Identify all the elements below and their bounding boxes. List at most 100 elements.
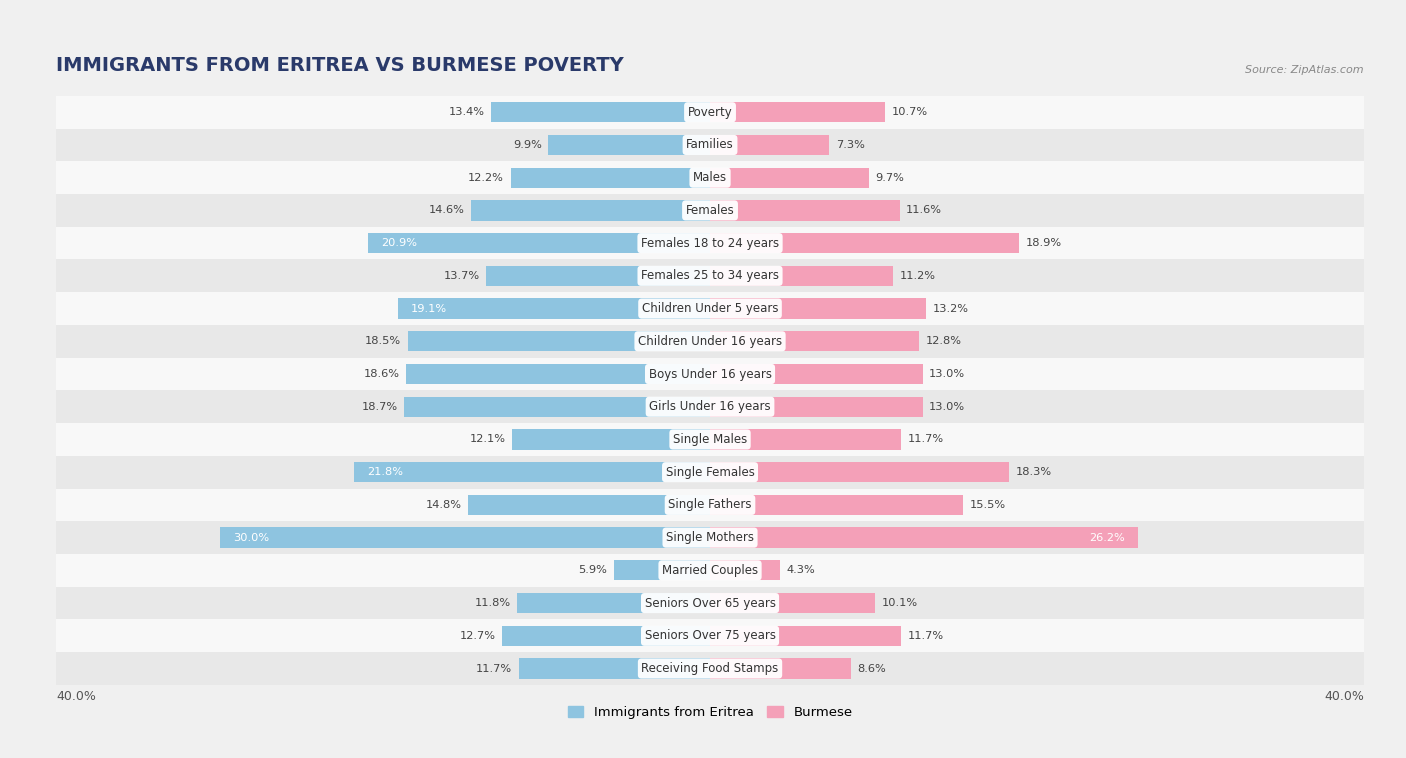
Text: IMMIGRANTS FROM ERITREA VS BURMESE POVERTY: IMMIGRANTS FROM ERITREA VS BURMESE POVER… bbox=[56, 55, 624, 74]
Bar bbox=[512, 429, 710, 449]
Bar bbox=[408, 331, 710, 352]
Bar bbox=[710, 331, 920, 352]
Bar bbox=[56, 325, 1364, 358]
Bar bbox=[56, 358, 1364, 390]
Text: Females: Females bbox=[686, 204, 734, 217]
Text: 14.8%: 14.8% bbox=[426, 500, 461, 510]
Bar bbox=[56, 96, 1364, 129]
Text: 11.8%: 11.8% bbox=[474, 598, 510, 608]
Bar bbox=[710, 102, 884, 122]
Bar bbox=[354, 462, 710, 482]
Bar bbox=[56, 292, 1364, 325]
Text: Females 18 to 24 years: Females 18 to 24 years bbox=[641, 236, 779, 249]
Text: 7.3%: 7.3% bbox=[837, 140, 865, 150]
Text: 9.7%: 9.7% bbox=[875, 173, 904, 183]
Bar bbox=[406, 364, 710, 384]
Legend: Immigrants from Eritrea, Burmese: Immigrants from Eritrea, Burmese bbox=[568, 706, 852, 719]
Text: Source: ZipAtlas.com: Source: ZipAtlas.com bbox=[1246, 64, 1364, 74]
Text: Families: Families bbox=[686, 139, 734, 152]
Bar bbox=[710, 299, 925, 318]
Text: 11.7%: 11.7% bbox=[908, 631, 943, 641]
Text: 18.6%: 18.6% bbox=[364, 369, 399, 379]
Text: 26.2%: 26.2% bbox=[1090, 533, 1125, 543]
Bar bbox=[710, 495, 963, 515]
Text: Seniors Over 75 years: Seniors Over 75 years bbox=[644, 629, 776, 642]
Text: 13.0%: 13.0% bbox=[929, 369, 965, 379]
Text: Single Mothers: Single Mothers bbox=[666, 531, 754, 544]
Text: Males: Males bbox=[693, 171, 727, 184]
Bar bbox=[219, 528, 710, 548]
Text: 30.0%: 30.0% bbox=[233, 533, 269, 543]
Text: 20.9%: 20.9% bbox=[381, 238, 418, 248]
Bar bbox=[56, 522, 1364, 554]
Text: Single Fathers: Single Fathers bbox=[668, 499, 752, 512]
Text: Girls Under 16 years: Girls Under 16 years bbox=[650, 400, 770, 413]
Bar bbox=[56, 587, 1364, 619]
Text: 12.7%: 12.7% bbox=[460, 631, 496, 641]
Text: 21.8%: 21.8% bbox=[367, 467, 402, 478]
Text: Seniors Over 65 years: Seniors Over 65 years bbox=[644, 597, 776, 609]
Text: 18.5%: 18.5% bbox=[366, 337, 401, 346]
Text: Children Under 5 years: Children Under 5 years bbox=[641, 302, 779, 315]
Bar bbox=[710, 200, 900, 221]
Text: 11.7%: 11.7% bbox=[908, 434, 943, 444]
Text: Females 25 to 34 years: Females 25 to 34 years bbox=[641, 269, 779, 282]
Bar bbox=[56, 489, 1364, 522]
Bar bbox=[710, 396, 922, 417]
Bar bbox=[710, 528, 1139, 548]
Bar bbox=[468, 495, 710, 515]
Text: 18.7%: 18.7% bbox=[361, 402, 398, 412]
Text: 4.3%: 4.3% bbox=[787, 565, 815, 575]
Text: 12.2%: 12.2% bbox=[468, 173, 505, 183]
Text: 14.6%: 14.6% bbox=[429, 205, 465, 215]
Text: 13.2%: 13.2% bbox=[932, 303, 969, 314]
Bar bbox=[710, 659, 851, 678]
Bar bbox=[398, 299, 710, 318]
Text: 11.6%: 11.6% bbox=[905, 205, 942, 215]
Bar bbox=[710, 233, 1019, 253]
Text: 40.0%: 40.0% bbox=[1324, 690, 1364, 703]
Bar bbox=[710, 462, 1010, 482]
Bar bbox=[56, 390, 1364, 423]
Bar bbox=[486, 266, 710, 286]
Text: Single Males: Single Males bbox=[673, 433, 747, 446]
Bar bbox=[517, 593, 710, 613]
Text: 19.1%: 19.1% bbox=[411, 303, 447, 314]
Bar bbox=[710, 135, 830, 155]
Text: 13.0%: 13.0% bbox=[929, 402, 965, 412]
Bar bbox=[56, 619, 1364, 652]
Bar bbox=[471, 200, 710, 221]
Text: Married Couples: Married Couples bbox=[662, 564, 758, 577]
Bar bbox=[710, 266, 893, 286]
Text: 15.5%: 15.5% bbox=[970, 500, 1007, 510]
Text: 18.3%: 18.3% bbox=[1015, 467, 1052, 478]
Bar bbox=[710, 364, 922, 384]
Text: 18.9%: 18.9% bbox=[1025, 238, 1062, 248]
Bar bbox=[710, 560, 780, 581]
Bar bbox=[405, 396, 710, 417]
Bar bbox=[491, 102, 710, 122]
Bar bbox=[56, 129, 1364, 161]
Text: Receiving Food Stamps: Receiving Food Stamps bbox=[641, 662, 779, 675]
Bar bbox=[56, 259, 1364, 292]
Bar bbox=[56, 652, 1364, 685]
Text: 5.9%: 5.9% bbox=[578, 565, 607, 575]
Bar bbox=[613, 560, 710, 581]
Bar bbox=[510, 168, 710, 188]
Bar bbox=[56, 423, 1364, 456]
Bar bbox=[710, 429, 901, 449]
Bar bbox=[502, 625, 710, 646]
Text: 13.7%: 13.7% bbox=[443, 271, 479, 281]
Text: 13.4%: 13.4% bbox=[449, 107, 485, 117]
Text: Boys Under 16 years: Boys Under 16 years bbox=[648, 368, 772, 381]
Bar bbox=[56, 194, 1364, 227]
Bar bbox=[56, 227, 1364, 259]
Bar bbox=[368, 233, 710, 253]
Text: Single Females: Single Females bbox=[665, 465, 755, 478]
Text: 10.1%: 10.1% bbox=[882, 598, 918, 608]
Bar bbox=[56, 554, 1364, 587]
Bar bbox=[710, 168, 869, 188]
Text: 9.9%: 9.9% bbox=[513, 140, 541, 150]
Text: 40.0%: 40.0% bbox=[56, 690, 96, 703]
Text: Children Under 16 years: Children Under 16 years bbox=[638, 335, 782, 348]
